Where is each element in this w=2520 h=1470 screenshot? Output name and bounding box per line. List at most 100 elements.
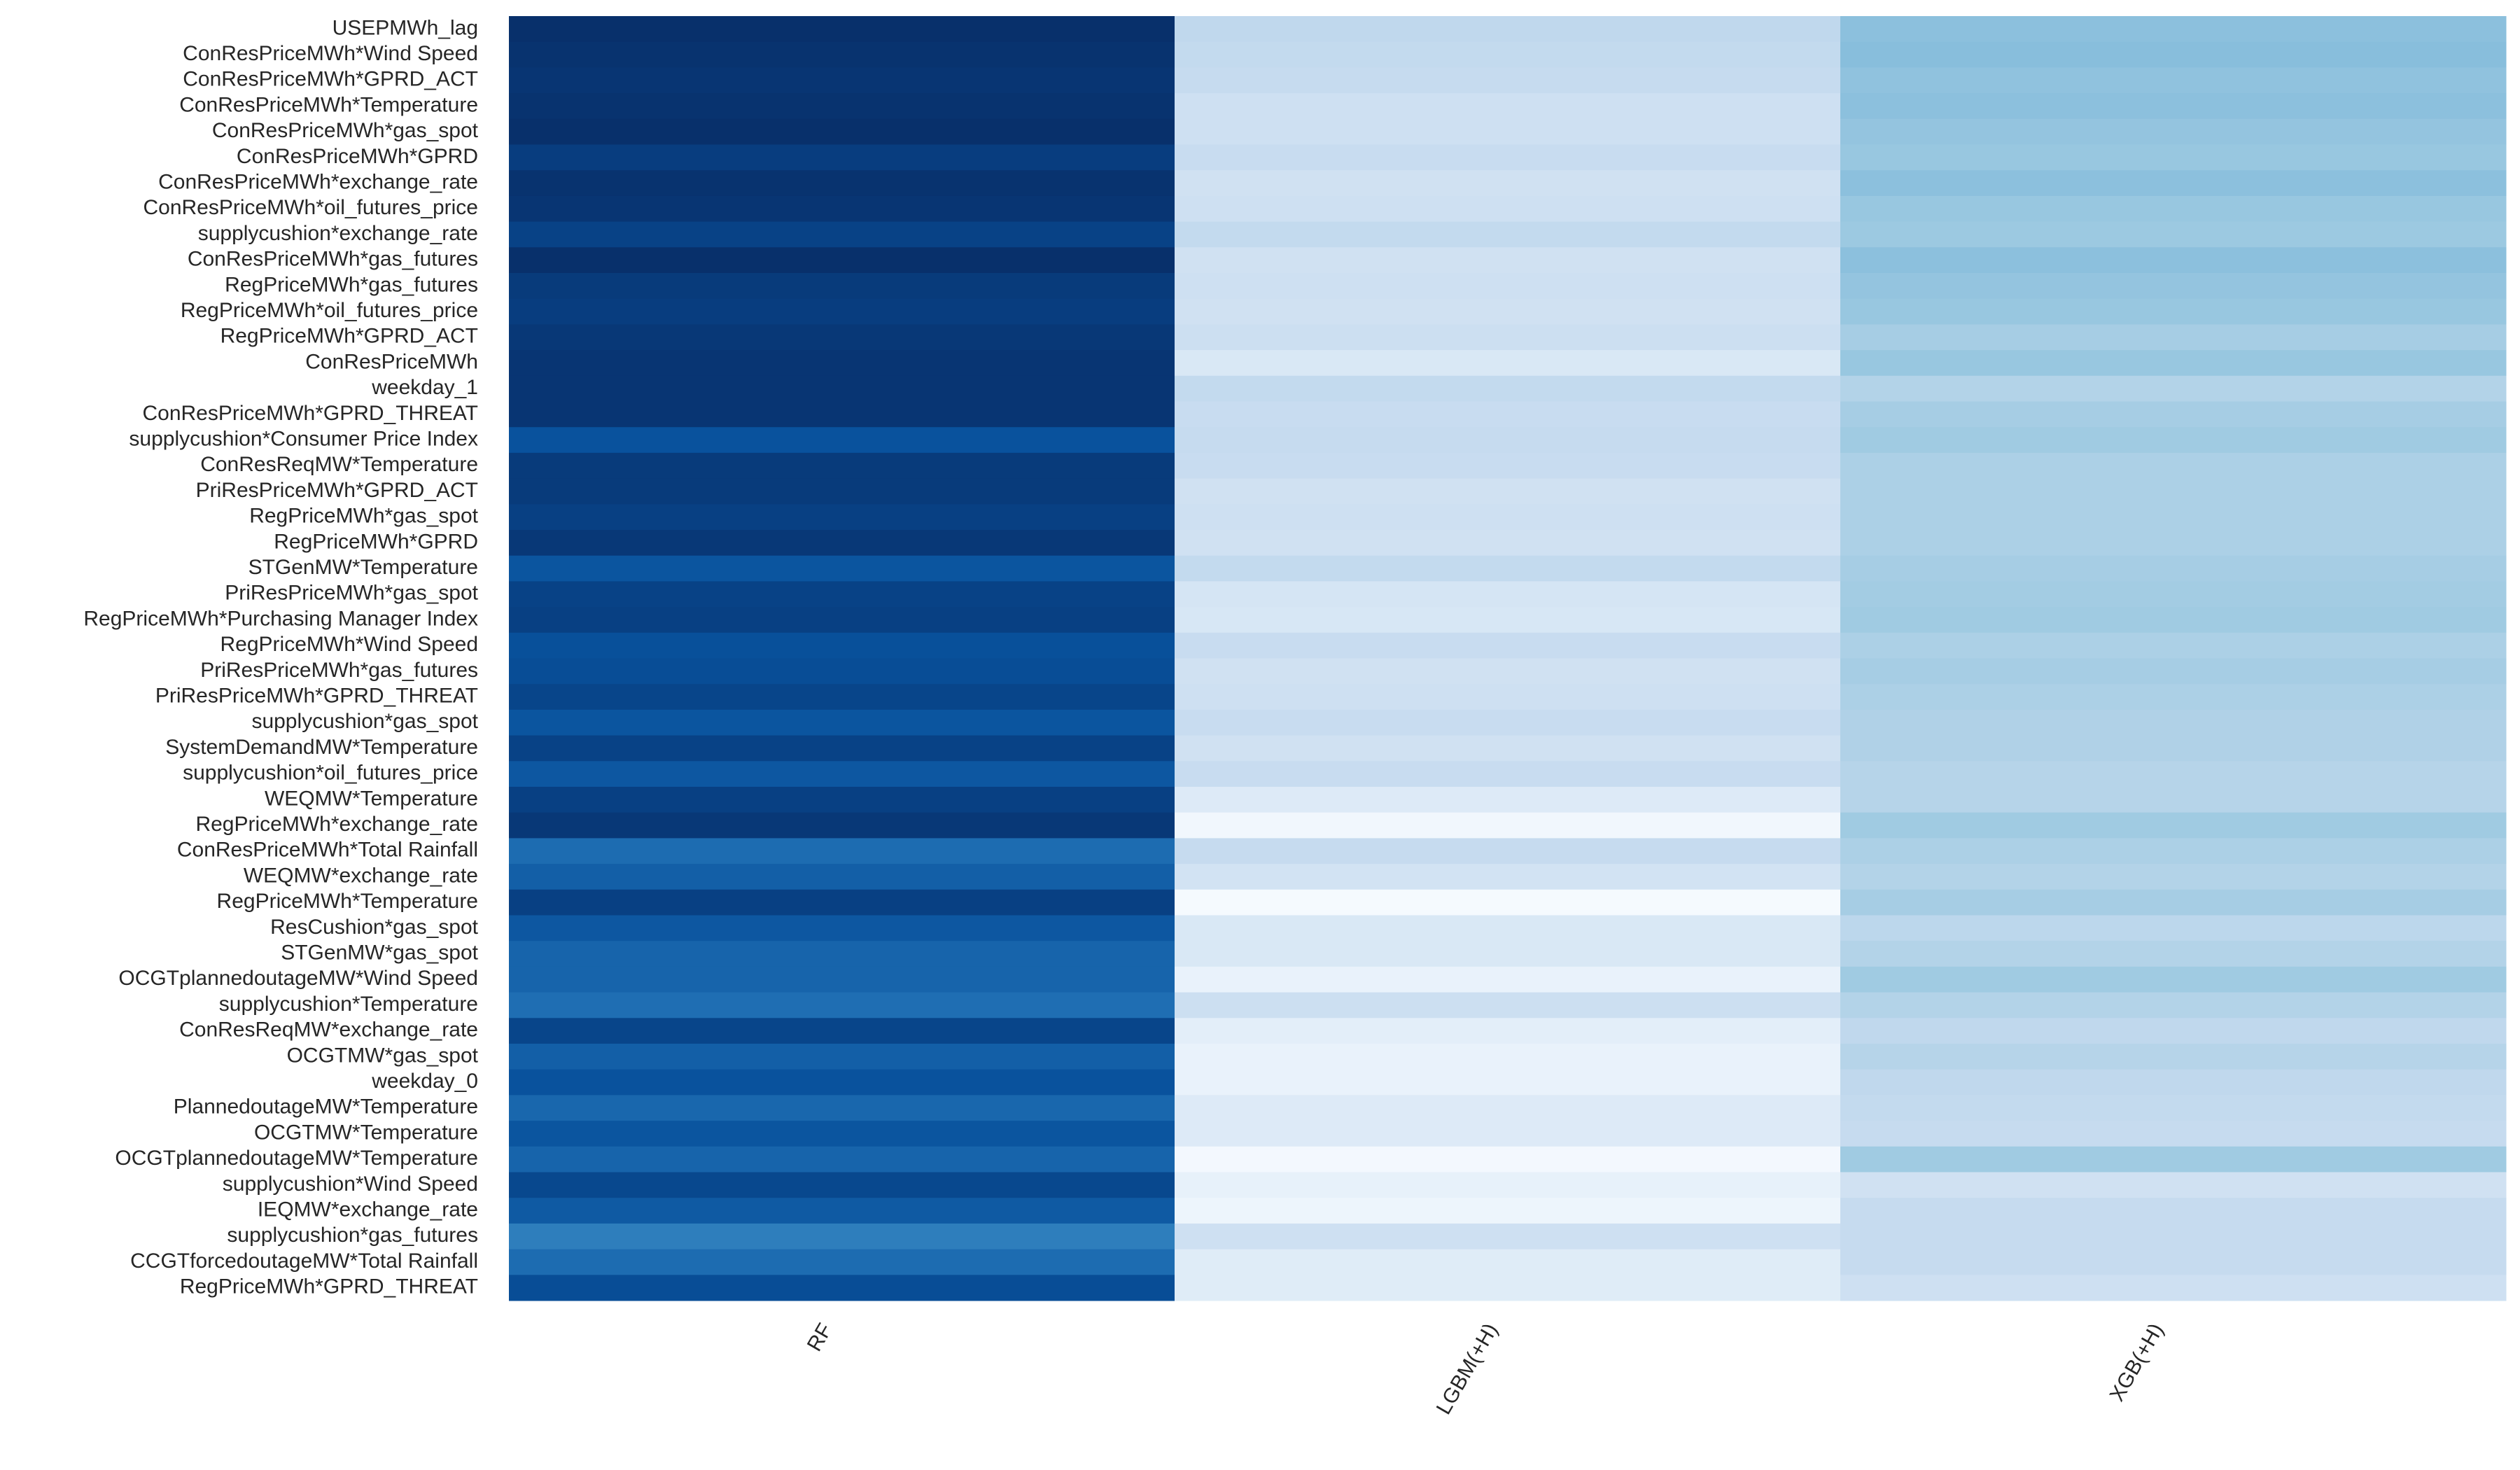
heatmap-cell <box>1840 787 2507 813</box>
heatmap-cell <box>509 452 1175 479</box>
heatmap-cell <box>1840 1018 2507 1044</box>
heatmap-cell <box>1840 1198 2507 1224</box>
heatmap-cell <box>509 221 1175 248</box>
heatmap-cell <box>1175 992 1841 1018</box>
heatmap-cell <box>1840 298 2507 325</box>
column-label: RF <box>803 1320 837 1355</box>
heatmap-cell <box>1175 530 1841 556</box>
heatmap-cell <box>1840 812 2507 839</box>
row-label: ConResPriceMWh*oil_futures_price <box>143 196 478 219</box>
heatmap-cell <box>509 273 1175 300</box>
heatmap-cell <box>1840 375 2507 402</box>
heatmap-cell <box>509 787 1175 813</box>
heatmap-cell <box>1175 838 1841 864</box>
heatmap-cell <box>1840 273 2507 300</box>
heatmap-cell <box>1175 889 1841 916</box>
row-label: OCGTMW*Temperature <box>254 1121 478 1144</box>
row-label: supplycushion*Wind Speed <box>223 1172 478 1196</box>
heatmap-cell <box>509 915 1175 941</box>
heatmap-cell <box>1175 1044 1841 1070</box>
row-label: PriResPriceMWh*GPRD_ACT <box>196 479 478 502</box>
heatmap-cell <box>1840 478 2507 505</box>
heatmap-cell <box>509 1223 1175 1250</box>
row-label: PriResPriceMWh*gas_spot <box>225 582 478 605</box>
heatmap-cell <box>1175 1223 1841 1250</box>
heatmap-cell <box>509 144 1175 171</box>
heatmap-cell <box>509 658 1175 685</box>
row-label: RegPriceMWh*GPRD <box>274 530 478 553</box>
heatmap-cell <box>509 324 1175 351</box>
heatmap-cell <box>1175 41 1841 68</box>
heatmap-cell <box>509 93 1175 120</box>
heatmap-cell <box>1840 761 2507 788</box>
heatmap-cell <box>1840 1223 2507 1250</box>
heatmap-cell <box>1840 1275 2507 1301</box>
heatmap-cell <box>1175 735 1841 762</box>
heatmap-cell <box>509 607 1175 634</box>
heatmap-cell <box>1175 67 1841 94</box>
heatmap-cell <box>1840 195 2507 223</box>
column-label: XGB(+H) <box>2106 1320 2169 1406</box>
heatmap-cell <box>1175 170 1841 197</box>
heatmap-cell <box>1175 632 1841 659</box>
heatmap-cell <box>1175 452 1841 479</box>
row-label: WEQMW*Temperature <box>265 787 478 810</box>
row-label: ConResPriceMWh*Wind Speed <box>183 42 478 65</box>
heatmap-cell <box>1840 144 2507 171</box>
row-label: ConResPriceMWh*GPRD_THREAT <box>142 402 478 425</box>
heatmap-cell <box>509 530 1175 556</box>
heatmap-cell <box>509 41 1175 68</box>
heatmap-cell <box>1840 966 2507 993</box>
heatmap-cell <box>1175 607 1841 634</box>
row-label: SystemDemandMW*Temperature <box>165 736 478 759</box>
heatmap-cell <box>509 761 1175 788</box>
heatmap-cell <box>1840 941 2507 967</box>
row-label: ConResPriceMWh <box>305 350 478 373</box>
row-label: ConResReqMW*exchange_rate <box>179 1018 478 1042</box>
heatmap-cell <box>1175 1095 1841 1121</box>
heatmap-cell <box>1840 864 2507 890</box>
heatmap-cell <box>1840 427 2507 454</box>
heatmap-cell <box>1840 530 2507 556</box>
heatmap-cell <box>1840 581 2507 608</box>
heatmap-cell <box>1175 761 1841 788</box>
row-label: RegPriceMWh*Wind Speed <box>220 633 478 656</box>
heatmap-cell <box>1175 787 1841 813</box>
row-label: USEPMWh_lag <box>332 16 478 39</box>
heatmap-cell <box>1175 581 1841 608</box>
heatmap-cell <box>509 504 1175 531</box>
heatmap-cell <box>1840 1095 2507 1121</box>
heatmap-cell <box>509 195 1175 223</box>
row-label: ConResPriceMWh*GPRD_ACT <box>183 68 478 91</box>
heatmap-cell <box>1840 221 2507 248</box>
heatmap-cell <box>1175 144 1841 171</box>
heatmap-cell <box>1840 93 2507 120</box>
row-label: RegPriceMWh*gas_futures <box>225 273 478 296</box>
heatmap-cell <box>1840 118 2507 145</box>
heatmap-cell <box>1175 401 1841 428</box>
heatmap-cell <box>509 1121 1175 1147</box>
heatmap-cell <box>509 16 1175 43</box>
heatmap-cell <box>1175 1249 1841 1275</box>
heatmap-cell <box>1175 915 1841 941</box>
row-label: IEQMW*exchange_rate <box>258 1198 478 1221</box>
heatmap-cell <box>509 67 1175 94</box>
heatmap-cell <box>509 812 1175 839</box>
row-label: CCGTforcedoutageMW*Total Rainfall <box>130 1250 478 1273</box>
heatmap-cell <box>1175 93 1841 120</box>
heatmap-cell <box>1840 67 2507 94</box>
row-label: supplycushion*exchange_rate <box>198 222 478 245</box>
row-label: RegPriceMWh*oil_futures_price <box>181 299 478 322</box>
row-label: RegPriceMWh*GPRD_THREAT <box>180 1275 478 1298</box>
heatmap-cell <box>509 889 1175 916</box>
heatmap-cell <box>509 247 1175 274</box>
heatmap-cell <box>509 170 1175 197</box>
row-label: ConResPriceMWh*Total Rainfall <box>177 839 478 862</box>
heatmap-cell <box>1175 966 1841 993</box>
heatmap-cell <box>1175 478 1841 505</box>
heatmap-cell <box>509 1018 1175 1044</box>
heatmap-cell <box>1840 838 2507 864</box>
heatmap-cell <box>1175 1121 1841 1147</box>
heatmap-cell <box>1840 632 2507 659</box>
